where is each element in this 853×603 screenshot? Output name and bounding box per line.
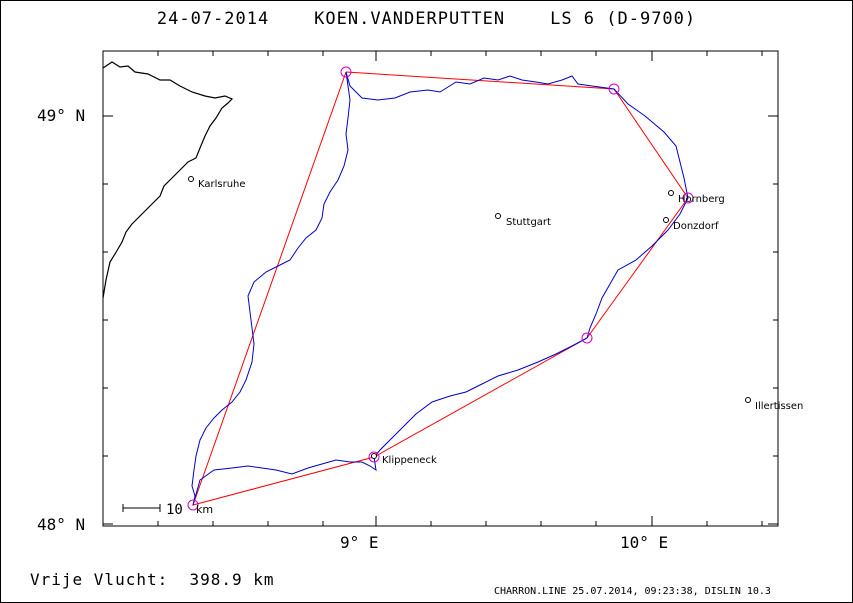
- city-dot-icon: [668, 190, 674, 196]
- city-label: Donzdorf: [673, 221, 719, 232]
- scale-bar-unit: km: [196, 503, 213, 516]
- city-dot-icon: [188, 176, 194, 182]
- city-label: Illertissen: [755, 401, 803, 412]
- flight-track: [191, 71, 689, 506]
- lat-label-bottom: 48° N: [37, 515, 86, 534]
- lon-ticks: [157, 51, 763, 526]
- software-info: CHARRON.LINE 25.07.2014, 09:23:38, DISLI…: [494, 586, 771, 597]
- turnpoint-marker: [340, 66, 352, 78]
- city-dot-icon: [745, 397, 751, 403]
- flight-title: 24-07-2014 KOEN.VANDERPUTTEN LS 6 (D-970…: [156, 9, 697, 29]
- turnpoint-marker: [368, 451, 380, 463]
- scale-bar-value: 10: [166, 502, 183, 518]
- country-border-line: [102, 61, 234, 299]
- scale-bar: 10 km: [122, 502, 213, 518]
- city-hornberg: Hornberg: [668, 190, 725, 205]
- turnpoint-marker: [682, 192, 694, 204]
- city-label: Hornberg: [678, 194, 725, 205]
- city-dot-icon: [495, 213, 501, 219]
- task-route: [192, 71, 689, 506]
- turnpoints: [187, 66, 694, 511]
- city-label: Klippeneck: [382, 455, 437, 466]
- lat-label-top: 49° N: [37, 106, 86, 125]
- city-dot-icon: [663, 217, 669, 223]
- lon-label-right: 10° E: [620, 533, 669, 552]
- city-karlsruhe: Karlsruhe: [188, 176, 246, 190]
- free-flight-distance: Vrije Vlucht: 398.9 km: [30, 570, 275, 589]
- city-label: Stuttgart: [506, 217, 551, 228]
- turnpoint-marker: [608, 83, 620, 95]
- city-label: Karlsruhe: [198, 179, 246, 190]
- plot-border: [102, 50, 779, 527]
- turnpoint-marker: [187, 499, 199, 511]
- lat-ticks: [103, 115, 778, 525]
- city-illertissen: Illertissen: [745, 397, 803, 412]
- lon-label-left: 9° E: [340, 533, 379, 552]
- city-donzdorf: Donzdorf: [663, 217, 719, 232]
- city-klippeneck: Klippeneck: [371, 453, 437, 466]
- city-dot-icon: [371, 453, 377, 459]
- city-stuttgart: Stuttgart: [495, 213, 551, 228]
- turnpoint-marker: [581, 332, 593, 344]
